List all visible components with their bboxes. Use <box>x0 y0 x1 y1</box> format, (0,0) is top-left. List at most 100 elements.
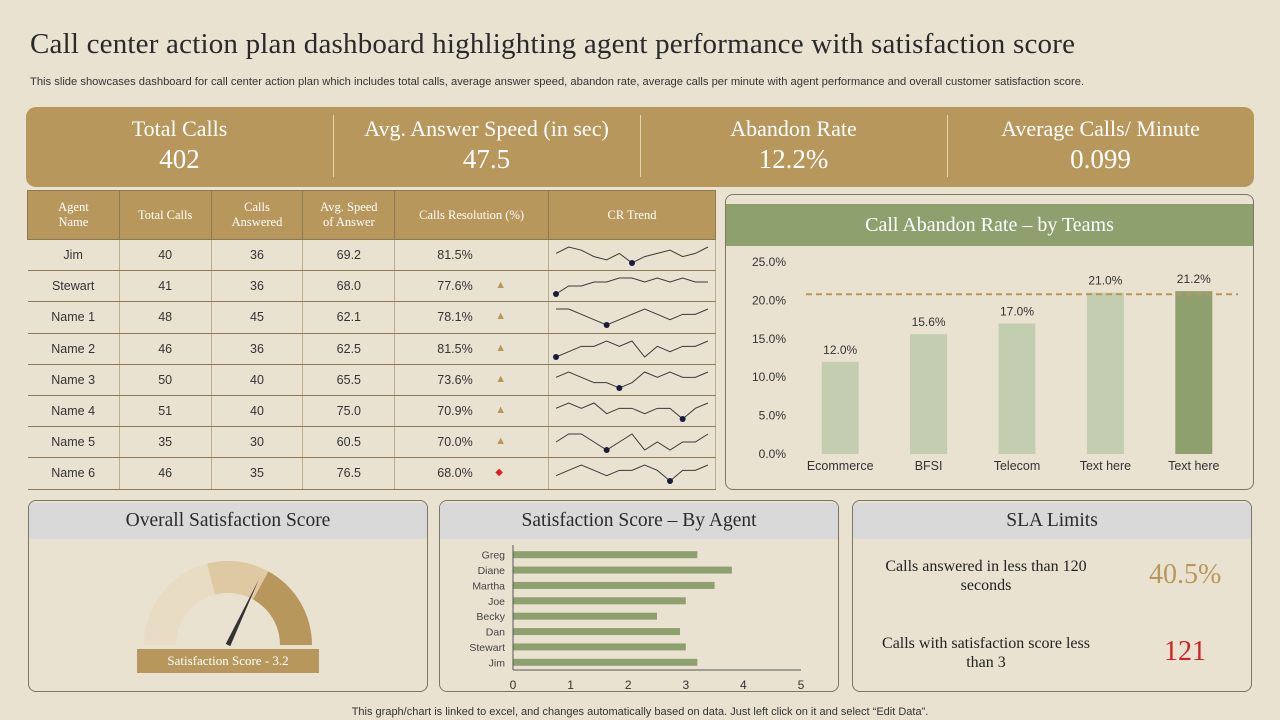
bar <box>513 566 732 574</box>
bar-value-label: 17.0% <box>1000 304 1034 318</box>
triangle-up-icon: ▲ <box>495 372 507 385</box>
bar <box>821 361 859 454</box>
x-tick-label: 5 <box>798 678 805 691</box>
kpi-total-calls: Total Calls 402 <box>26 107 333 187</box>
x-tick-label: 2 <box>625 678 632 691</box>
cell-answered: 40 <box>211 395 304 428</box>
sparkline-low-marker <box>552 353 559 360</box>
x-tick-label: 1 <box>567 678 574 691</box>
cell-speed: 62.1 <box>302 301 396 334</box>
header-text: Answered <box>231 215 283 229</box>
kpi-label: Avg. Answer Speed (in sec) <box>364 116 609 141</box>
cell-name: Name 6 <box>27 457 120 490</box>
resolution-value: 70.0% <box>437 435 473 450</box>
col-avg-speed: Avg. Speed of Answer <box>302 190 396 240</box>
cell-resolution: 70.0% ▲ <box>394 426 549 459</box>
y-tick-label: 25.0% <box>752 255 786 269</box>
header-text: Avg. Speed <box>320 200 378 214</box>
y-category-label: Martha <box>472 580 505 592</box>
table-body: Jim 40 36 69.2 81.5% Stewart 41 36 68.0 77.6% ▲ Nam… <box>27 239 717 490</box>
abandon-rate-chart: 0.0% 5.0% 10.0% 15.0% 20.0% 25.0% 12.0% Ecommer… <box>752 255 1238 473</box>
y-category-label: Becky <box>476 611 505 623</box>
cell-name: Name 2 <box>27 333 120 365</box>
sparkline-low-marker <box>679 416 686 423</box>
kpi-value: 47.5 <box>462 144 511 174</box>
sparkline <box>552 277 708 298</box>
table-row: Name 4 51 40 75.0 70.9% ▲ <box>27 395 717 428</box>
bar <box>513 581 715 589</box>
cell-cr-trend <box>548 457 717 490</box>
cell-speed: 60.5 <box>302 426 396 459</box>
y-category-label: Joe <box>488 596 505 608</box>
agent-satisfaction-panel: Satisfaction Score – By Agent Greg Diane M… <box>439 500 839 692</box>
table-row: Name 3 50 40 65.5 73.6% ▲ <box>27 364 717 396</box>
kpi-label: Abandon Rate <box>730 116 857 141</box>
triangle-up-icon: ▲ <box>495 403 507 416</box>
sparkline-low-marker <box>666 478 673 485</box>
resolution-value: 68.0% <box>437 466 473 481</box>
overall-satisfaction-panel: Overall Satisfaction Score Satisfaction … <box>28 500 428 692</box>
table-header-row: Agent Name Total Calls Calls Answered Avg.… <box>27 190 717 240</box>
cell-resolution: 81.5% <box>394 239 549 272</box>
sparkline <box>555 308 709 329</box>
x-tick-label: 0 <box>510 678 517 691</box>
gauge-segment-mid <box>207 561 269 600</box>
cell-resolution: 70.9% ▲ <box>394 395 549 428</box>
header-text: Agent <box>58 200 89 214</box>
header-text: Name <box>58 215 89 229</box>
y-tick-label: 10.0% <box>752 370 786 384</box>
cell-speed: 75.0 <box>302 395 396 428</box>
cell-answered: 35 <box>211 457 304 490</box>
bar <box>1086 292 1124 454</box>
sparkline-low-marker <box>603 322 610 329</box>
kpi-label: Total Calls <box>131 116 228 141</box>
table-row: Stewart 41 36 68.0 77.6% ▲ <box>27 270 717 303</box>
sla-limits-panel: SLA Limits Calls answered in less than 1… <box>852 500 1252 692</box>
sparkline <box>555 246 709 267</box>
table-row: Name 1 48 45 62.1 78.1% ▲ <box>27 301 717 334</box>
cell-resolution: 78.1% ▲ <box>394 301 549 334</box>
sparkline-line <box>555 433 709 451</box>
cell-total: 46 <box>119 333 212 365</box>
sparkline-low-marker <box>552 291 559 298</box>
page-subtitle: This slide showcases dashboard for call … <box>30 76 1085 88</box>
gauge-segment-high <box>253 571 312 645</box>
cell-name: Name 5 <box>27 426 120 459</box>
sla-satisfaction-label: Calls with satisfaction score less than … <box>882 635 1090 671</box>
sparkline <box>552 340 709 360</box>
cell-answered: 30 <box>211 426 304 459</box>
x-category-label: Text here <box>1080 459 1131 473</box>
cell-speed: 69.2 <box>302 239 396 272</box>
sparkline-low-marker <box>616 384 623 391</box>
bar <box>910 334 948 454</box>
table-row: Jim 40 36 69.2 81.5% <box>27 239 717 272</box>
cell-cr-trend <box>548 333 717 365</box>
col-total-calls: Total Calls <box>118 190 212 240</box>
kpi-divider <box>947 115 948 177</box>
cell-answered: 40 <box>211 364 304 396</box>
x-tick-label: 4 <box>740 678 747 691</box>
bar <box>513 658 698 666</box>
bar <box>998 323 1036 454</box>
cell-name: Name 3 <box>27 364 120 396</box>
x-category-label: Telecom <box>994 459 1041 473</box>
sla-answered-label: Calls answered in less than 120 seconds <box>885 558 1087 594</box>
bar-value-label: 12.0% <box>823 343 857 357</box>
diamond-icon: ◆ <box>495 467 503 479</box>
abandon-rate-panel: Call Abandon Rate – by Teams 0.0% 5.0% 10.… <box>725 194 1254 490</box>
sparkline-line <box>555 308 709 327</box>
cell-resolution: 77.6% ▲ <box>394 270 549 303</box>
bar-value-label: 21.0% <box>1088 274 1122 288</box>
resolution-value: 81.5% <box>437 341 473 356</box>
cell-speed: 65.5 <box>302 364 396 396</box>
table-row: Name 5 35 30 60.5 70.0% ▲ <box>27 426 717 459</box>
resolution-value: 73.6% <box>437 372 473 387</box>
cell-total: 50 <box>119 364 212 396</box>
overall-satisfaction-header: Overall Satisfaction Score <box>29 503 427 539</box>
cell-name: Name 4 <box>27 395 120 428</box>
sparkline-line <box>555 371 709 389</box>
agent-performance-table: Agent Name Total Calls Calls Answered Avg.… <box>27 190 717 490</box>
cell-cr-trend <box>548 364 717 396</box>
cell-resolution: 68.0% ◆ <box>394 457 549 490</box>
triangle-up-icon: ▲ <box>495 341 507 354</box>
